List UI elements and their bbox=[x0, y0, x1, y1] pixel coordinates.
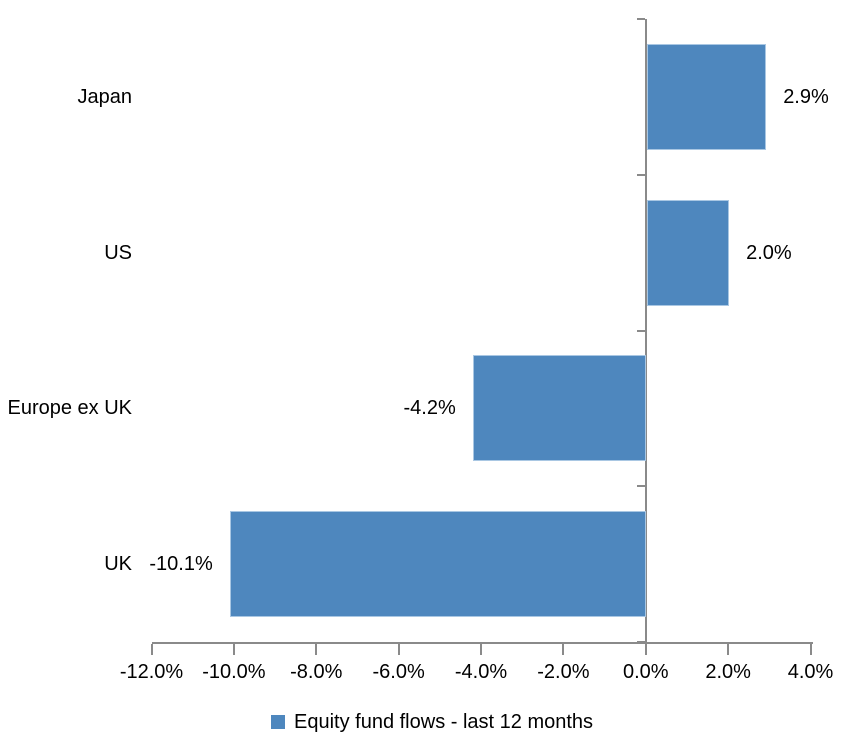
x-tick-label--8-0-: -8.0% bbox=[290, 661, 343, 683]
y-axis-tick bbox=[636, 173, 645, 176]
bar-europe-ex-uk bbox=[472, 355, 646, 462]
y-axis-tick bbox=[636, 18, 645, 20]
x-tick-label-2-0-: 2.0% bbox=[705, 661, 751, 683]
category-label-uk: UK bbox=[104, 553, 132, 576]
x-tick-label--12-0-: -12.0% bbox=[119, 661, 184, 683]
x-tick-label--2-0-: -2.0% bbox=[537, 661, 590, 683]
x-axis-tick bbox=[644, 644, 647, 655]
category-label-europe-ex-uk: Europe ex UK bbox=[7, 397, 132, 420]
x-axis-tick bbox=[232, 644, 235, 655]
x-axis-tick bbox=[727, 644, 730, 655]
category-label-us: US bbox=[104, 241, 132, 264]
data-label-japan: 2.9% bbox=[783, 85, 829, 108]
x-axis-line bbox=[151, 642, 813, 644]
x-tick-label--10-0-: -10.0% bbox=[202, 661, 266, 683]
x-axis-tick bbox=[150, 644, 153, 655]
y-axis-tick bbox=[636, 329, 645, 332]
category-label-japan: Japan bbox=[77, 85, 133, 108]
x-axis-tick bbox=[397, 644, 400, 655]
legend-series-swatch-icon bbox=[271, 715, 285, 729]
x-axis-tick bbox=[480, 644, 482, 655]
x-tick-label--6-0-: -6.0% bbox=[372, 661, 425, 683]
data-label-us: 2.0% bbox=[746, 241, 792, 264]
data-label-uk: -10.1% bbox=[149, 553, 213, 576]
y-axis-line bbox=[644, 19, 647, 644]
x-axis-tick bbox=[809, 644, 812, 655]
x-axis-tick bbox=[315, 644, 318, 655]
x-axis-tick bbox=[562, 644, 565, 655]
y-axis-tick bbox=[636, 485, 645, 488]
bar-us bbox=[646, 199, 730, 306]
legend: Equity fund flows - last 12 months bbox=[271, 708, 593, 736]
x-tick-label-0-0-: 0.0% bbox=[622, 661, 669, 683]
data-label-europe-ex-uk: -4.2% bbox=[403, 397, 456, 420]
bar-japan bbox=[646, 43, 767, 150]
x-tick-label-4-0-: 4.0% bbox=[787, 661, 834, 683]
bar-uk bbox=[229, 511, 646, 618]
legend-series-label: Equity fund flows - last 12 months bbox=[294, 711, 594, 733]
x-tick-label--4-0-: -4.0% bbox=[454, 661, 508, 683]
